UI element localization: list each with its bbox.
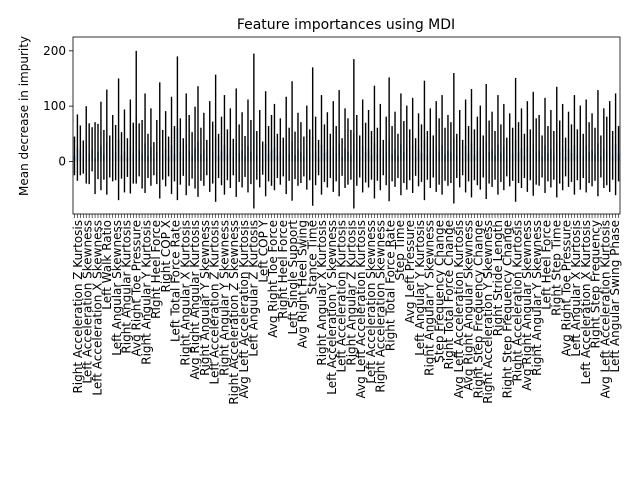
y-tick-label: 0 (58, 154, 66, 168)
chart-title: Feature importances using MDI (237, 17, 455, 33)
x-tick-label: Step Frequency Change (432, 220, 446, 363)
x-tick-label: Left Angular Y Kurtosis (413, 220, 427, 356)
x-tick-label: Avg Left Acceleration Kurtosis (452, 220, 466, 399)
x-tick-label: Right Angular Y Skewness (217, 220, 231, 376)
x-tick-label: Avg Left Pressure (403, 220, 417, 324)
x-tick-label: Right Total Force Change (442, 220, 456, 369)
x-tick-label: Right Heel Force (276, 220, 290, 319)
x-tick-label: Avg Left Acceleration Kurtosis (237, 220, 251, 399)
x-tick-label: Right Acceleration Kurtosis (510, 220, 524, 382)
x-tick-label: Left COP Y (256, 219, 270, 282)
x-tick-label: Left Acceleration X Kurtosis (579, 220, 593, 385)
x-tick-label: Left Walk Ratio (100, 220, 114, 310)
x-tick-label: Avg Right Angular Skewness (462, 220, 476, 391)
x-tick-label: Left Angular Z Kurtosis (247, 220, 261, 357)
x-tick-label: Left Acceleration Y Skewness (325, 220, 339, 395)
axes-frame (72, 36, 621, 215)
x-tick-label: Right Angular Kurtosis (120, 220, 134, 354)
x-tick-label: Right Acceleration Y Skewness (481, 220, 495, 404)
x-tick-label: Stance Time (305, 220, 319, 294)
x-tick-label: Right Acceleration Skewness (374, 220, 388, 393)
x-tick-label: Avg Left Acceleration Kurtosis (598, 220, 612, 399)
x-tick-label: Left Angular X Kurtosis (569, 220, 583, 357)
x-tick-label: Right Angular X Kurtosis (178, 220, 192, 366)
x-tick-label: Right Acceleration Z Kurtosis (71, 220, 85, 394)
x-tick-label: Right Angular Y Skewness (530, 220, 544, 376)
x-tick-label: Left Total Force Rate (169, 220, 183, 342)
x-tick-label: Right Step Frequency (589, 220, 603, 349)
y-tick-label: 200 (43, 44, 66, 58)
x-tick-label: Left Acceleration X Skewness (90, 220, 104, 396)
y-tick-label: 100 (43, 99, 66, 113)
x-tick-label: Left Acceleration Z Kurtosis (208, 220, 222, 385)
x-tick-label: Right Angular Z Kurtosis (344, 220, 358, 366)
x-tick-label: Right Angular Y Skewness (423, 220, 437, 376)
x-tick-label: Left Heel Force (540, 220, 554, 310)
x-tick-label: Left Angular Skewness (110, 220, 124, 356)
x-tick-label: Left Angular Swing Phase (608, 220, 622, 373)
x-tick-label: Right Step Time (550, 220, 564, 316)
x-tick-label: Right Heel Force (149, 220, 163, 319)
x-tick-label: Step Time (393, 220, 407, 281)
y-axis-label: Mean decrease in impurity (17, 36, 31, 196)
x-tick-label: Avg Right Angular Kurtosis (188, 220, 202, 380)
x-tick-label: Right Step Frequency Change (471, 220, 485, 398)
x-tick-label: Avg Right Heel Swing (296, 220, 310, 348)
x-tick-label: Avg Right Angular Skewness (520, 220, 534, 391)
x-tick-label: Left Acceleration Kurtosis (335, 220, 349, 372)
x-tick-label: Left Acceleration Skewness (81, 220, 95, 384)
x-tick-label: Right Step Frequency Change (501, 220, 515, 398)
x-tick-label: Avg Right Toe Pressure (559, 220, 573, 357)
x-tick-label: Avg Right Toe Force (266, 220, 280, 338)
x-tick-label: Avg Left Acceleration Kurtosis (354, 220, 368, 399)
x-tick-label: Right Angular Y Skewness (198, 220, 212, 376)
x-tick-label: Right Angular Y Kurtosis (139, 220, 153, 365)
x-tick-label: Avg Right Toe Pressure (129, 220, 143, 357)
x-tick-label: Right Acceleration Z Skewness (227, 220, 241, 405)
x-tick-label: Left Single Support (286, 220, 300, 335)
x-tick-label: Right Total Force Rate (383, 220, 397, 351)
x-tick-label: Right Angular X Kurtosis (315, 220, 329, 366)
x-tick-label: Right COP X (159, 220, 173, 293)
x-tick-label: Right Stride Length (491, 220, 505, 336)
x-tick-label: Left Acceleration Skewness (364, 220, 378, 384)
